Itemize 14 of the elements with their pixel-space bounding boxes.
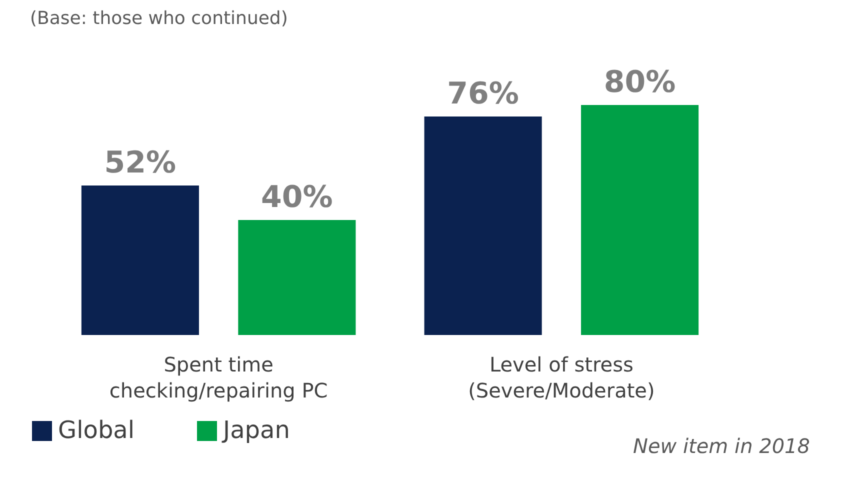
legend-label: Japan (221, 416, 290, 444)
bar (581, 105, 699, 335)
chart-subtitle: (Base: those who continued) (30, 8, 288, 29)
x-tick-label: Level of stress (Severe/Moderate) (468, 352, 655, 402)
bar (238, 220, 356, 335)
legend-label: Global (58, 416, 135, 444)
bar (81, 186, 199, 335)
x-tick-label: Spent time checking/repairing PC (109, 352, 328, 402)
data-label: 52% (104, 146, 176, 180)
bar (424, 116, 542, 335)
data-label: 40% (261, 180, 333, 215)
data-label: 80% (604, 65, 676, 100)
data-label: 76% (447, 76, 519, 112)
text: New item in 2018 (632, 434, 810, 458)
